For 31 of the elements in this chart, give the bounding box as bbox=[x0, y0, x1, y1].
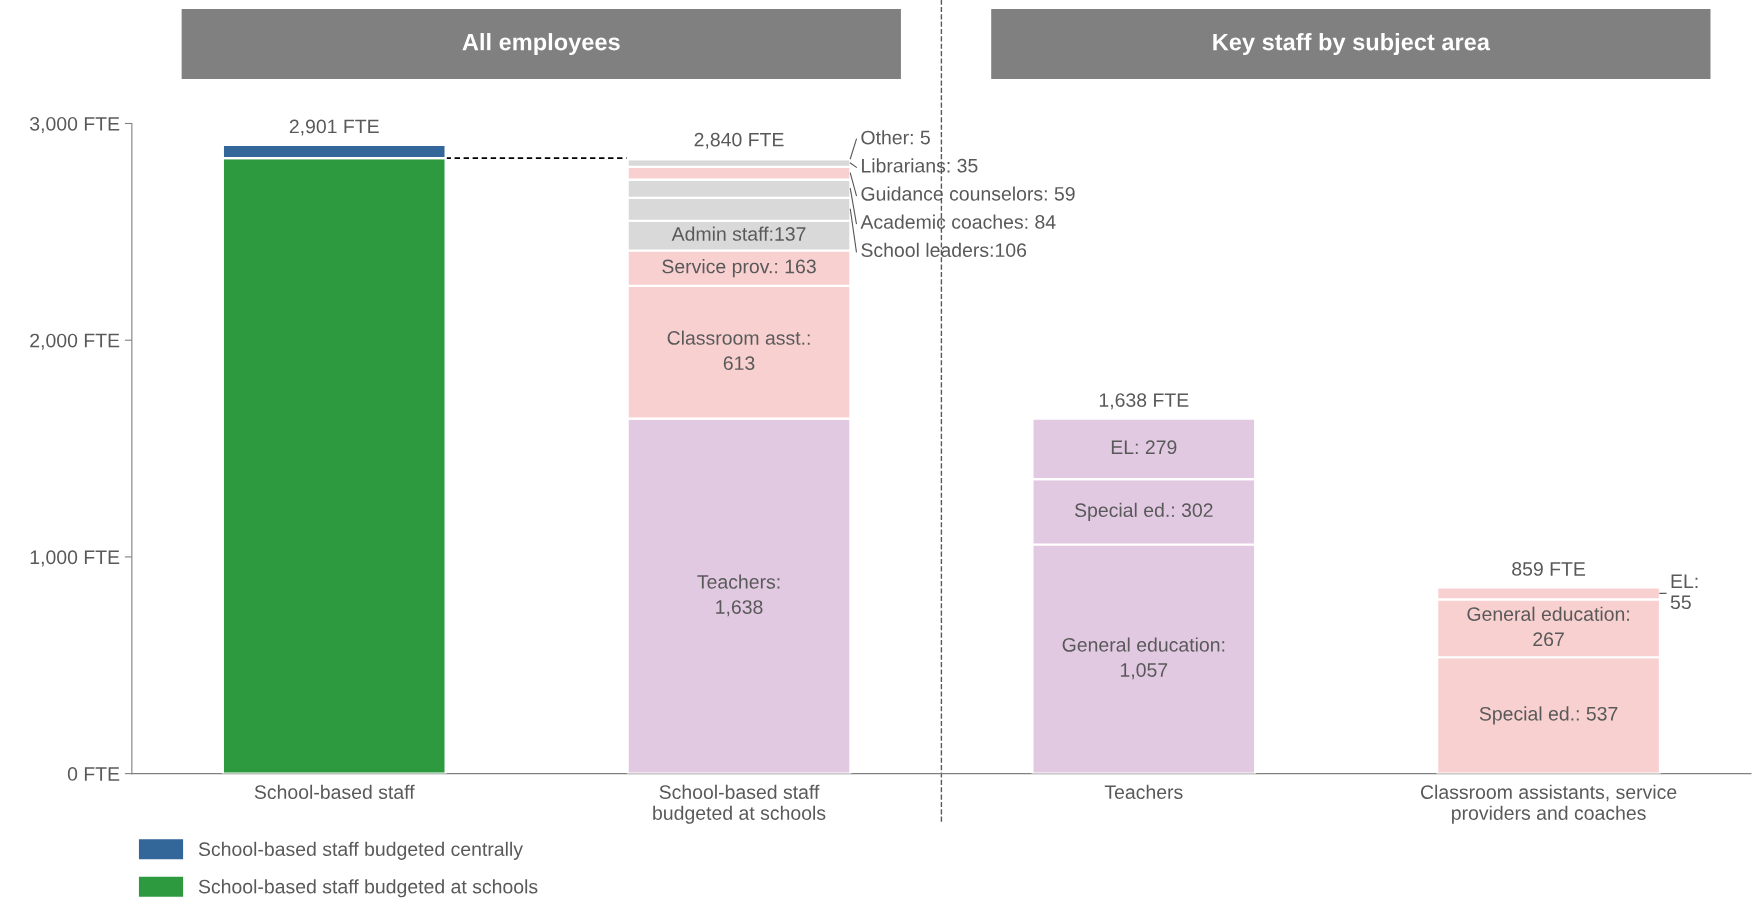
total-label: 1,638 FTE bbox=[1099, 393, 1189, 410]
y-tick-label: 1,000 FTE bbox=[30, 550, 120, 567]
x-tick-label: Classroom assistants, service providers and coaches bbox=[1420, 784, 1677, 824]
data-label: School leaders:106 bbox=[861, 242, 1027, 258]
data-label: Librarians: 35 bbox=[862, 158, 978, 173]
data-label: Service prov.: 163 bbox=[662, 259, 816, 278]
data-label: Other: 5 bbox=[861, 130, 930, 145]
data-label: Guidance counselors: 59 bbox=[861, 186, 1075, 201]
data-label: EL: 279 bbox=[1111, 440, 1177, 455]
data-label: EL: 55 bbox=[1670, 574, 1698, 610]
y-tick-label: 3,000 FTE bbox=[30, 116, 120, 134]
text: Key staff by subject area bbox=[1213, 33, 1491, 56]
legend-label: School-based staff budgeted centrally bbox=[198, 841, 523, 860]
text: All employees bbox=[462, 33, 620, 56]
data-label: Special ed.: 537 bbox=[1479, 706, 1618, 725]
data-label: General education: 267 bbox=[1467, 606, 1629, 647]
x-tick-label: School-based staff budgeted at schools bbox=[653, 784, 826, 824]
x-tick-label: Teachers bbox=[1104, 784, 1183, 800]
data-label: Special ed.: 302 bbox=[1074, 502, 1213, 521]
legend-label: School-based staff budgeted at schools bbox=[198, 879, 538, 898]
data-label: Classroom asst.: 613 bbox=[667, 330, 810, 371]
x-tick-label: School-based staff bbox=[254, 784, 415, 800]
total-label: 2,840 FTE bbox=[694, 132, 784, 149]
data-label: Academic coaches: 84 bbox=[860, 214, 1056, 229]
data-label: Teachers: 1,638 bbox=[697, 574, 780, 617]
total-label: 2,901 FTE bbox=[289, 119, 379, 136]
data-label: General education: 1,057 bbox=[1062, 637, 1225, 680]
y-tick-label: 0 FTE bbox=[67, 767, 120, 781]
total-label: 859 FTE bbox=[1512, 562, 1586, 576]
data-label: Admin staff:137 bbox=[671, 226, 806, 241]
y-tick-label: 2,000 FTE bbox=[30, 333, 120, 350]
